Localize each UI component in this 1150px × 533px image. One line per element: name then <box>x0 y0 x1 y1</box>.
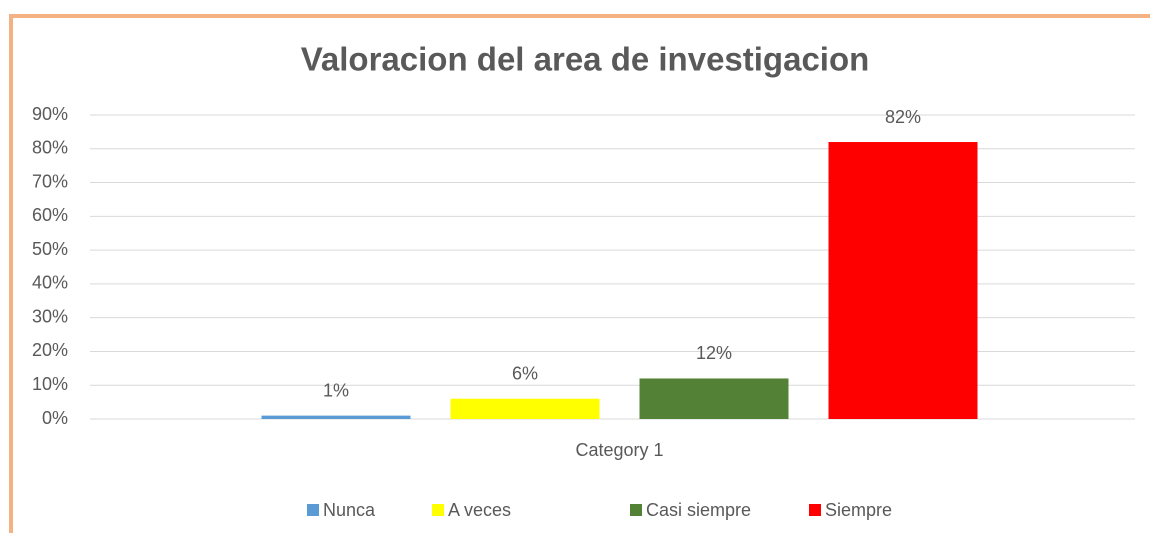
legend-swatch <box>432 504 444 516</box>
data-label: 82% <box>885 107 921 127</box>
y-tick-label: 60% <box>32 205 68 225</box>
y-tick-label: 10% <box>32 374 68 394</box>
bar <box>261 415 411 419</box>
legend-label: Nunca <box>323 500 376 520</box>
legend-label: Casi siempre <box>646 500 751 520</box>
legend-swatch <box>307 504 319 516</box>
y-tick-label: 80% <box>32 138 68 158</box>
x-tick-label: Category 1 <box>575 440 663 460</box>
legend-label: Siempre <box>825 500 892 520</box>
data-label: 12% <box>696 343 732 363</box>
y-tick-label: 90% <box>32 104 68 124</box>
y-tick-label: 0% <box>42 408 68 428</box>
bar <box>639 378 789 419</box>
y-tick-label: 30% <box>32 306 68 326</box>
bar <box>828 142 978 419</box>
y-tick-label: 20% <box>32 340 68 360</box>
chart-title: Valoracion del area de investigacion <box>301 41 870 78</box>
legend-swatch <box>630 504 642 516</box>
y-tick-label: 50% <box>32 239 68 259</box>
data-label: 6% <box>512 363 538 383</box>
data-label: 1% <box>323 380 349 400</box>
y-tick-label: 40% <box>32 273 68 293</box>
y-tick-label: 70% <box>32 171 68 191</box>
bar <box>450 398 600 419</box>
legend-label: A veces <box>448 500 511 520</box>
legend-swatch <box>809 504 821 516</box>
